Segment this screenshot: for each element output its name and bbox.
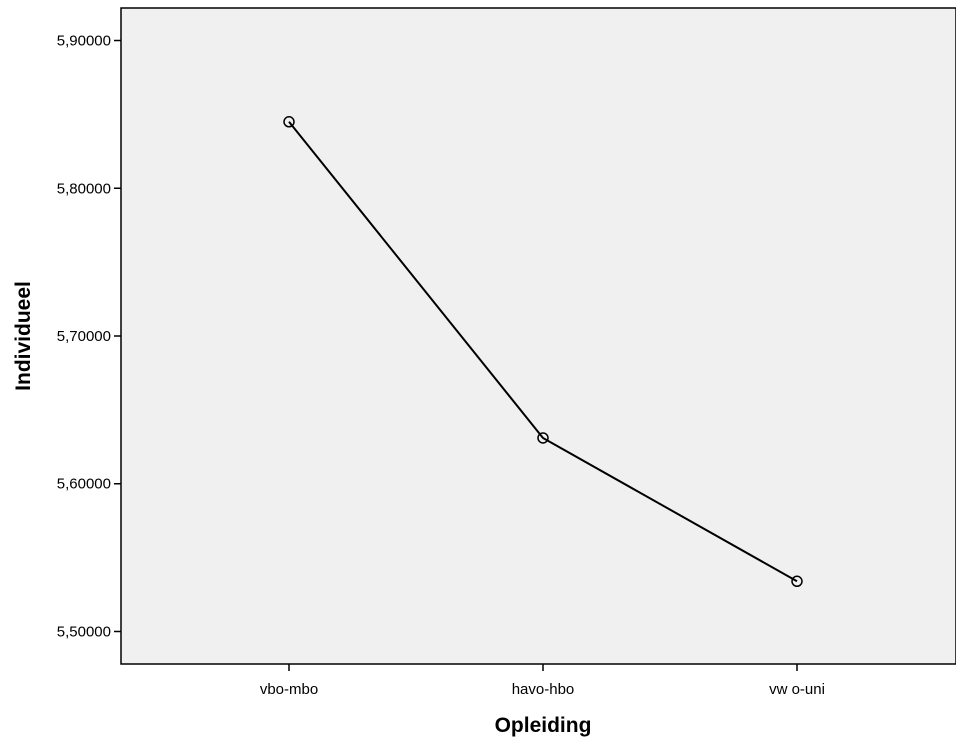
y-tick-label: 5,50000	[57, 623, 111, 640]
x-axis-title: Opleiding	[495, 714, 592, 737]
x-tick-label: havo-hbo	[512, 681, 575, 698]
series-line	[288, 121, 798, 583]
y-tick-label: 5,60000	[57, 476, 111, 493]
x-tick-label: vw o-uni	[769, 681, 825, 698]
y-tick-label: 5,80000	[57, 180, 111, 197]
x-axis-ticks: vbo-mbo havo-hbo vw o-uni	[260, 664, 825, 698]
y-axis-ticks: 5,50000 5,60000 5,70000 5,80000 5,90000	[57, 33, 121, 640]
plot-area	[120, 7, 956, 665]
data-point-marker	[791, 575, 803, 588]
series-group	[283, 116, 803, 588]
x-tick-label: vbo-mbo	[260, 681, 318, 698]
y-tick-label: 5,70000	[57, 328, 111, 345]
data-point-marker	[537, 432, 549, 444]
data-point-marker	[283, 116, 295, 128]
y-tick-label: 5,90000	[57, 33, 111, 50]
y-axis-title: Individueel	[12, 281, 35, 391]
